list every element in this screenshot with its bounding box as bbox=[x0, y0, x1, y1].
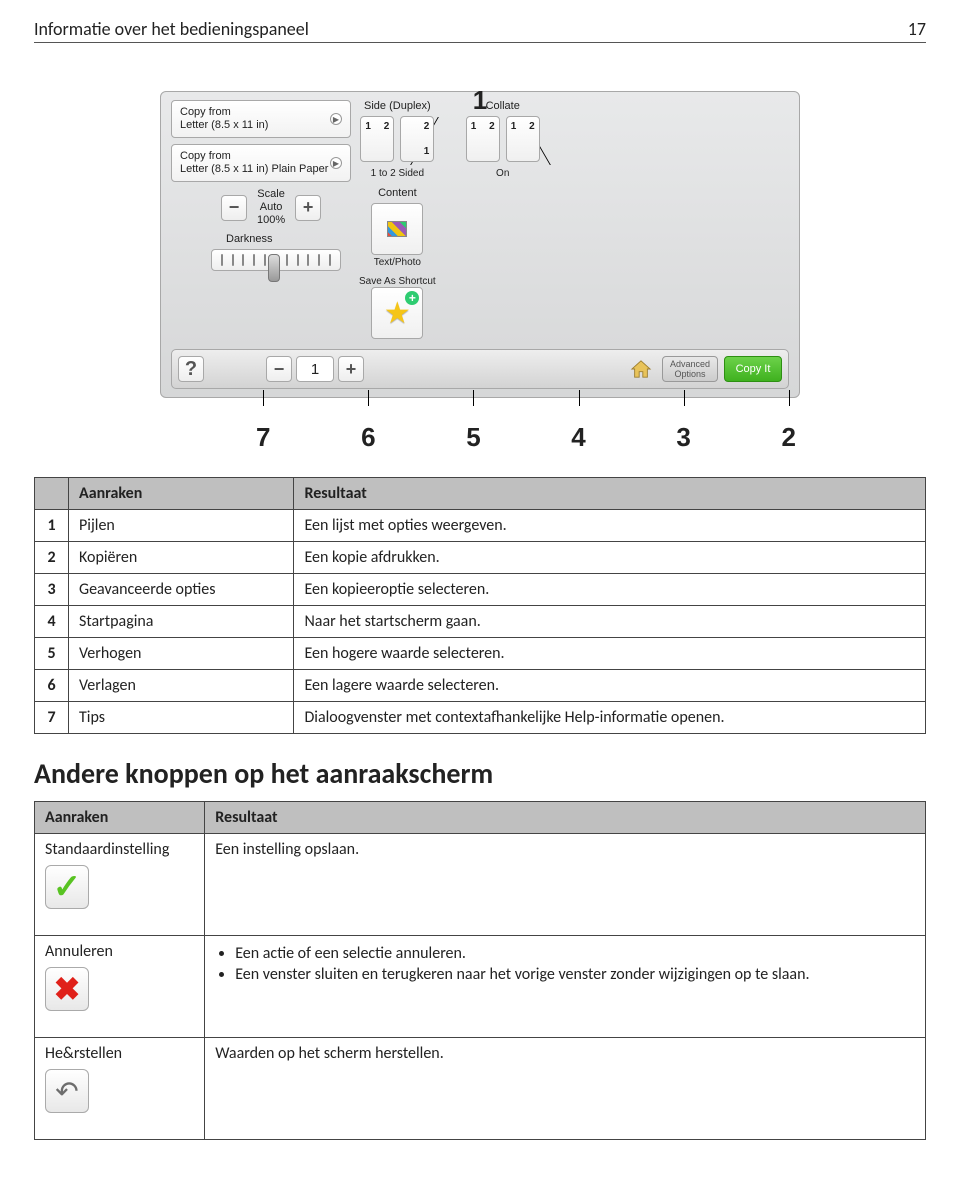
control-panel: Copy from Letter (8.5 x 11 in) ▶ Copy fr… bbox=[160, 91, 800, 398]
collate-option-b[interactable]: 12 bbox=[506, 116, 540, 162]
chevron-right-icon[interactable]: ▶ bbox=[330, 113, 342, 125]
copy-from-1-label: Copy from bbox=[180, 106, 268, 119]
help-button[interactable]: ? bbox=[178, 356, 204, 382]
callout-2: 2 bbox=[781, 406, 795, 453]
copy-from-box-2[interactable]: Copy from Letter (8.5 x 11 in) Plain Pap… bbox=[171, 144, 351, 182]
copy-from-1-value: Letter (8.5 x 11 in) bbox=[180, 119, 268, 132]
side-duplex-title: Side (Duplex) bbox=[364, 100, 431, 112]
darkness-label: Darkness bbox=[226, 233, 351, 245]
cancel-icon-box: ✖ bbox=[45, 967, 89, 1011]
other-buttons-table: Aanraken Resultaat Standaardinstelling ✓… bbox=[34, 801, 926, 1140]
scale-auto: Auto bbox=[260, 201, 283, 213]
darkness-slider[interactable] bbox=[211, 249, 341, 271]
table-row: 3 bbox=[35, 574, 69, 606]
callout-5: 5 bbox=[466, 406, 480, 453]
photo-icon bbox=[387, 221, 407, 237]
undo-icon: ↶ bbox=[55, 1074, 78, 1109]
page-title: Informatie over het bedieningspaneel bbox=[34, 18, 309, 40]
chevron-right-icon[interactable]: ▶ bbox=[330, 157, 342, 169]
advanced-options-button[interactable]: Advanced Options bbox=[662, 356, 718, 382]
scale-plus-button[interactable]: + bbox=[295, 195, 321, 221]
table1-head-aanraken: Aanraken bbox=[69, 478, 294, 510]
callout-7: 7 bbox=[256, 406, 270, 453]
blank-header bbox=[35, 478, 69, 510]
plus-badge-icon: + bbox=[405, 291, 419, 305]
panel-screenshot: 1 Copy from Letter (8.5 x 11 in) ▶ Copy … bbox=[160, 91, 800, 453]
scale-value: 100% bbox=[257, 214, 285, 226]
reset-icon-box: ↶ bbox=[45, 1069, 89, 1113]
table-row: 7 bbox=[35, 702, 69, 734]
table-row: 6 bbox=[35, 670, 69, 702]
table1-head-resultaat: Resultaat bbox=[294, 478, 926, 510]
copy-it-button[interactable]: Copy It bbox=[724, 356, 782, 382]
callout-4: 4 bbox=[571, 406, 585, 453]
save-shortcut-label: Save As Shortcut bbox=[359, 276, 436, 287]
scale-label: Scale bbox=[257, 188, 285, 200]
callout-3: 3 bbox=[676, 406, 690, 453]
x-icon: ✖ bbox=[54, 970, 81, 1009]
home-icon bbox=[630, 359, 652, 379]
touch-result-table: Aanraken Resultaat 1PijlenEen lijst met … bbox=[34, 477, 926, 734]
table-row: 2 bbox=[35, 542, 69, 574]
copy-from-2-value: Letter (8.5 x 11 in) Plain Paper bbox=[180, 163, 328, 176]
bottom-callouts: 7 6 5 4 3 2 bbox=[256, 406, 796, 453]
table-row: 1 bbox=[35, 510, 69, 542]
table2-row1-b: Een instelling opslaan. bbox=[205, 834, 926, 936]
count-minus-button[interactable]: − bbox=[266, 356, 292, 382]
collate-option-a[interactable]: 12 bbox=[466, 116, 500, 162]
callout-6: 6 bbox=[361, 406, 375, 453]
table2-row2-a: Annuleren ✖ bbox=[35, 936, 205, 1038]
copy-from-2-label: Copy from bbox=[180, 150, 328, 163]
table2-row1-a: Standaardinstelling ✓ bbox=[35, 834, 205, 936]
page-header: Informatie over het bedieningspaneel 17 bbox=[34, 18, 926, 43]
check-icon: ✓ bbox=[53, 867, 82, 908]
copy-from-box-1[interactable]: Copy from Letter (8.5 x 11 in) ▶ bbox=[171, 100, 351, 138]
table2-row2-b: Een actie of een selectie annuleren. Een… bbox=[205, 936, 926, 1038]
page-number: 17 bbox=[908, 18, 926, 40]
side-duplex-option-b[interactable]: 21 bbox=[400, 116, 434, 162]
section-heading: Andere knoppen op het aanraakscherm bbox=[34, 756, 926, 791]
collate-title: Collate bbox=[486, 100, 520, 112]
scale-minus-button[interactable]: − bbox=[221, 195, 247, 221]
table-row: 5 bbox=[35, 638, 69, 670]
table2-row3-a: He&rstellen ↶ bbox=[35, 1038, 205, 1140]
count-value: 1 bbox=[296, 356, 334, 382]
slider-handle[interactable] bbox=[268, 254, 280, 282]
table2-head-aanraken: Aanraken bbox=[35, 802, 205, 834]
collate-sub: On bbox=[496, 168, 509, 179]
content-button[interactable] bbox=[371, 203, 423, 255]
side-duplex-option-a[interactable]: 12 bbox=[360, 116, 394, 162]
callout-1: 1 bbox=[473, 85, 487, 116]
table2-head-resultaat: Resultaat bbox=[205, 802, 926, 834]
table2-row3-b: Waarden op het scherm herstellen. bbox=[205, 1038, 926, 1140]
default-setting-icon-box: ✓ bbox=[45, 865, 89, 909]
content-sub: Text/Photo bbox=[374, 257, 421, 268]
save-shortcut-button[interactable]: + ★ bbox=[371, 287, 423, 339]
table-row: 4 bbox=[35, 606, 69, 638]
count-plus-button[interactable]: + bbox=[338, 356, 364, 382]
content-title: Content bbox=[378, 187, 417, 199]
home-button[interactable] bbox=[626, 356, 656, 382]
side-duplex-sub: 1 to 2 Sided bbox=[371, 168, 424, 179]
